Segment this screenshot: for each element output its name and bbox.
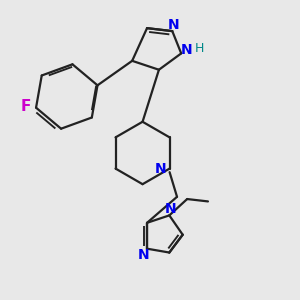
Text: N: N [165, 202, 177, 216]
Text: N: N [168, 18, 180, 32]
Text: N: N [181, 44, 192, 57]
Text: H: H [195, 42, 204, 55]
Text: N: N [138, 248, 149, 262]
Text: F: F [20, 99, 31, 114]
Text: N: N [154, 162, 166, 176]
